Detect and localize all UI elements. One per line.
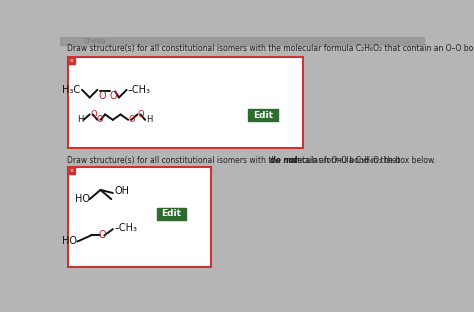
Text: x: x xyxy=(70,58,73,63)
Text: O: O xyxy=(109,90,118,100)
Text: HO: HO xyxy=(75,194,90,204)
Text: H: H xyxy=(77,115,83,124)
Text: OH: OH xyxy=(114,187,129,197)
Text: do not: do not xyxy=(270,156,298,165)
Text: x: x xyxy=(70,168,73,173)
Text: O: O xyxy=(98,90,106,100)
Text: H₃C: H₃C xyxy=(62,85,80,95)
Bar xyxy=(68,167,210,267)
Text: Draw structure(s) for all constitutional isomers with the molecular formula C₂H₆: Draw structure(s) for all constitutional… xyxy=(66,156,402,165)
Text: O: O xyxy=(128,115,135,124)
Text: O: O xyxy=(137,110,144,119)
Text: Edit: Edit xyxy=(253,111,273,120)
Bar xyxy=(157,207,186,220)
Bar xyxy=(68,57,75,64)
Text: H: H xyxy=(146,115,152,124)
Bar xyxy=(68,57,303,148)
Text: Draw structure(s) for all constitutional isomers with the molecular formula C₂H₆: Draw structure(s) for all constitutional… xyxy=(66,45,474,53)
Text: O: O xyxy=(91,110,97,119)
Bar xyxy=(68,167,75,174)
Bar xyxy=(248,109,278,121)
Text: contain an O–O bond in the box below.: contain an O–O bond in the box below. xyxy=(286,156,436,165)
Text: –CH₃: –CH₃ xyxy=(114,223,137,233)
Bar xyxy=(61,37,425,45)
Text: Edit: Edit xyxy=(161,209,182,218)
Text: –CH₃: –CH₃ xyxy=(128,85,150,95)
Text: Chegg: Chegg xyxy=(83,38,106,44)
Text: O: O xyxy=(97,115,103,124)
Text: O: O xyxy=(98,230,106,240)
Text: HO: HO xyxy=(63,236,77,246)
